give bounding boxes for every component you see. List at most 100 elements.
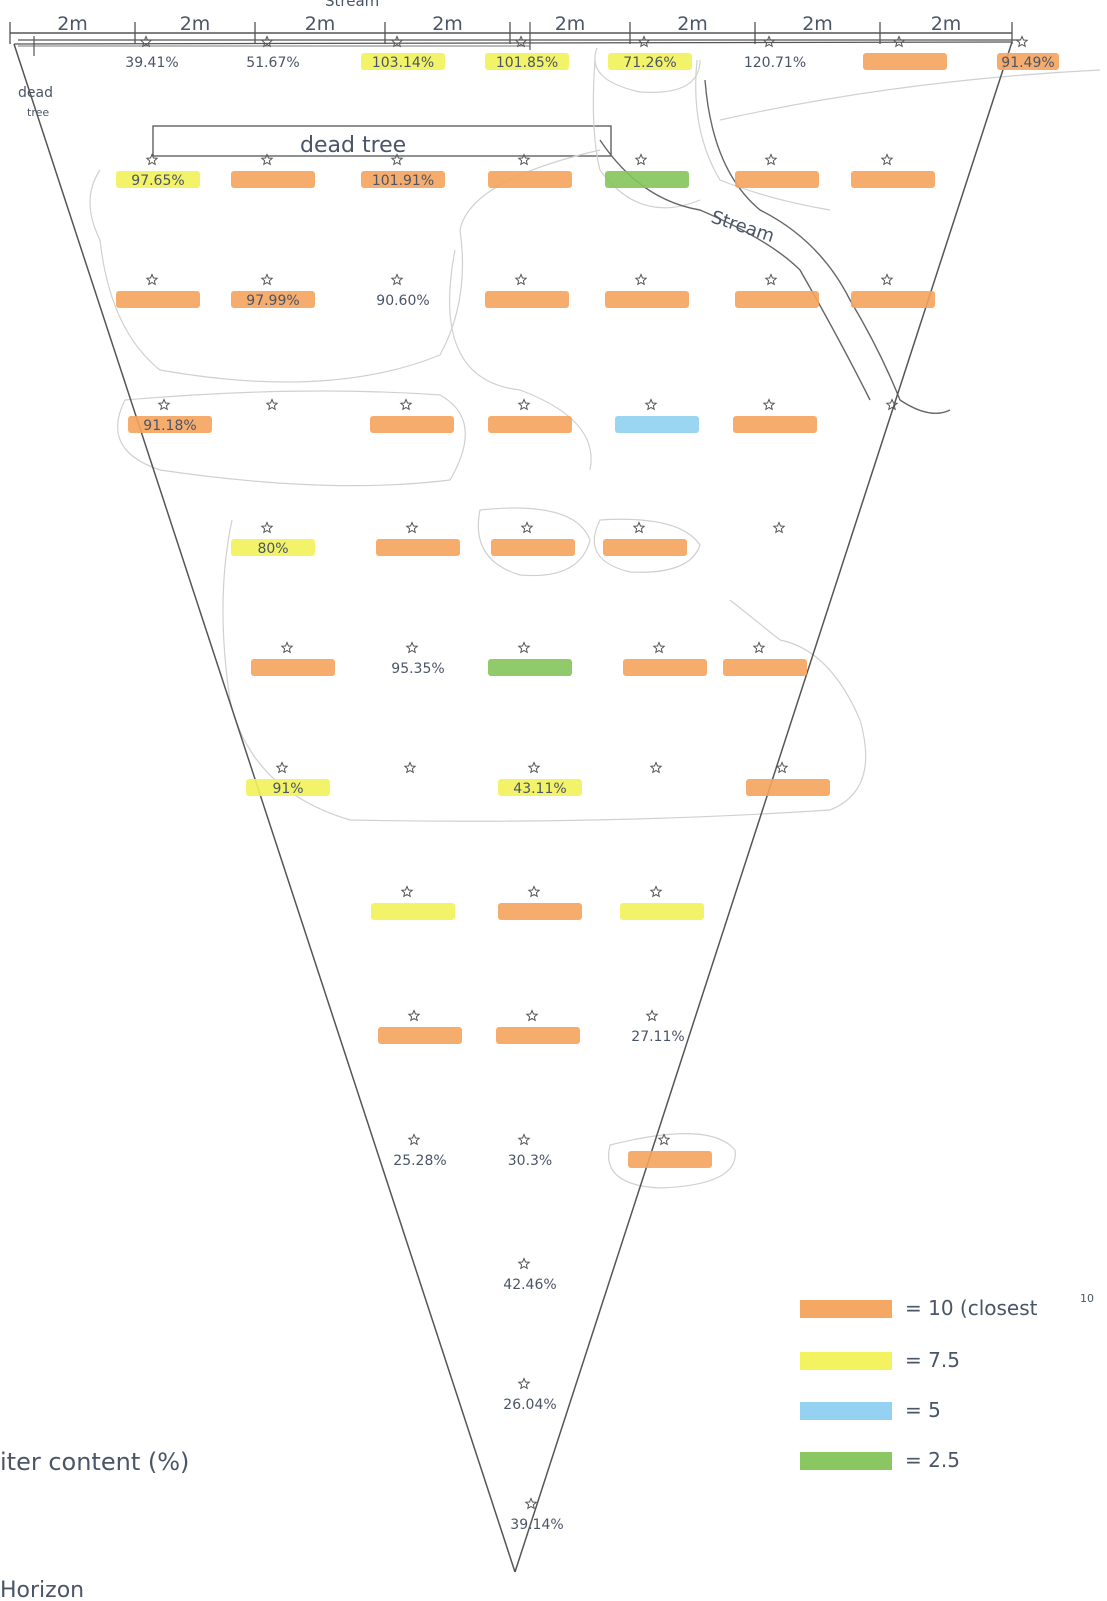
sample-point: 97.65% <box>116 153 200 189</box>
star-icon <box>517 1377 531 1390</box>
star-icon <box>527 885 541 898</box>
sample-point <box>488 153 572 188</box>
sample-point <box>376 521 460 556</box>
orange-highlight <box>485 291 569 308</box>
sample-point: 90.60% <box>376 273 430 309</box>
orange-legend-swatch <box>800 1300 892 1318</box>
scale-segment-label: 2m <box>432 13 463 35</box>
horizon-label: Horizon <box>0 1578 84 1601</box>
sample-point: 120.71% <box>744 35 806 71</box>
sample-point <box>491 521 575 556</box>
star-icon <box>520 521 534 534</box>
yellow-highlight <box>246 779 330 796</box>
water-content-value: 103.14% <box>372 55 434 71</box>
sample-point: 42.46% <box>503 1257 557 1293</box>
green-highlight <box>488 659 572 676</box>
sample-point <box>772 521 786 534</box>
sample-point: 39.14% <box>510 1497 564 1533</box>
water-content-value: 42.46% <box>503 1277 556 1293</box>
scale-segment-label: 2m <box>57 13 88 35</box>
star-icon <box>764 273 778 286</box>
water-content-value: 80% <box>257 541 288 557</box>
star-icon <box>892 35 906 48</box>
star-icon <box>649 885 663 898</box>
sample-point <box>649 761 663 774</box>
orange-highlight <box>251 659 335 676</box>
sample-point <box>498 885 582 920</box>
legend-superscript: 10 <box>1080 1292 1094 1305</box>
water-content-value: 30.3% <box>508 1153 552 1169</box>
star-icon <box>405 521 419 534</box>
water-content-value: 71.26% <box>623 55 676 71</box>
sample-point <box>251 641 335 676</box>
scale-segment-label: 2m <box>677 13 708 35</box>
orange-highlight <box>378 1027 462 1044</box>
sample-point <box>403 761 417 774</box>
orange-highlight <box>863 53 947 70</box>
sample-point <box>623 641 707 676</box>
sample-point: 103.14% <box>361 35 445 71</box>
orange-highlight <box>491 539 575 556</box>
sample-point <box>485 273 569 308</box>
star-icon <box>260 521 274 534</box>
star-icon <box>880 273 894 286</box>
star-icon <box>390 153 404 166</box>
star-icon <box>517 1257 531 1270</box>
plot-triangle <box>13 41 1013 1573</box>
sample-point: 97.99% <box>231 273 315 309</box>
legend-label: = 5 <box>905 1398 941 1422</box>
sample-point <box>851 273 935 308</box>
orange-highlight <box>628 1151 712 1168</box>
star-icon <box>265 398 279 411</box>
sample-points: 39.41% 51.67% 103.14% 101.85% 71.26% 120.71% 9… <box>116 35 1059 1533</box>
star-icon <box>517 1133 531 1146</box>
water-content-value: 27.11% <box>631 1029 684 1045</box>
star-icon <box>390 35 404 48</box>
stream <box>599 79 951 414</box>
scale-bar: 2m 2m 2m 2m 2m 2m 2m 2m <box>9 13 1020 56</box>
sample-point <box>605 153 689 188</box>
scale-segment-label: 2m <box>180 13 211 35</box>
star-icon <box>514 35 528 48</box>
star-icon <box>885 398 899 411</box>
star-icon <box>634 273 648 286</box>
sample-point: 39.41% <box>125 35 179 71</box>
sample-point <box>733 398 817 433</box>
star-icon <box>145 273 159 286</box>
sample-point <box>735 273 819 308</box>
yellow-highlight <box>608 53 692 70</box>
water-content-value: 101.85% <box>496 55 558 71</box>
water-content-value: 26.04% <box>503 1397 556 1413</box>
star-icon <box>157 398 171 411</box>
orange-highlight <box>488 416 572 433</box>
orange-highlight <box>128 416 212 433</box>
star-icon <box>275 761 289 774</box>
sample-point <box>488 398 572 433</box>
star-icon <box>527 761 541 774</box>
sample-point <box>488 641 572 676</box>
star-icon <box>525 1009 539 1022</box>
sample-point <box>378 1009 462 1044</box>
legend-label: = 10 (closest <box>905 1296 1038 1320</box>
scale-segment-label: 2m <box>555 13 586 35</box>
orange-highlight <box>603 539 687 556</box>
sample-point <box>603 521 687 556</box>
water-content-value: 95.35% <box>391 661 444 677</box>
sample-point <box>628 1133 712 1168</box>
region-outlines <box>89 47 1101 1189</box>
star-icon <box>644 398 658 411</box>
star-icon <box>632 521 646 534</box>
orange-highlight <box>231 171 315 188</box>
orange-highlight <box>723 659 807 676</box>
star-icon <box>260 273 274 286</box>
star-icon <box>145 153 159 166</box>
water-content-value: 97.99% <box>246 293 299 309</box>
star-icon <box>637 35 651 48</box>
sample-point: 43.11% <box>498 761 582 797</box>
sample-point: 101.91% <box>361 153 445 189</box>
orange-highlight <box>116 291 200 308</box>
star-icon <box>139 35 153 48</box>
scale-segment-label: 2m <box>305 13 336 35</box>
orange-highlight <box>851 291 935 308</box>
